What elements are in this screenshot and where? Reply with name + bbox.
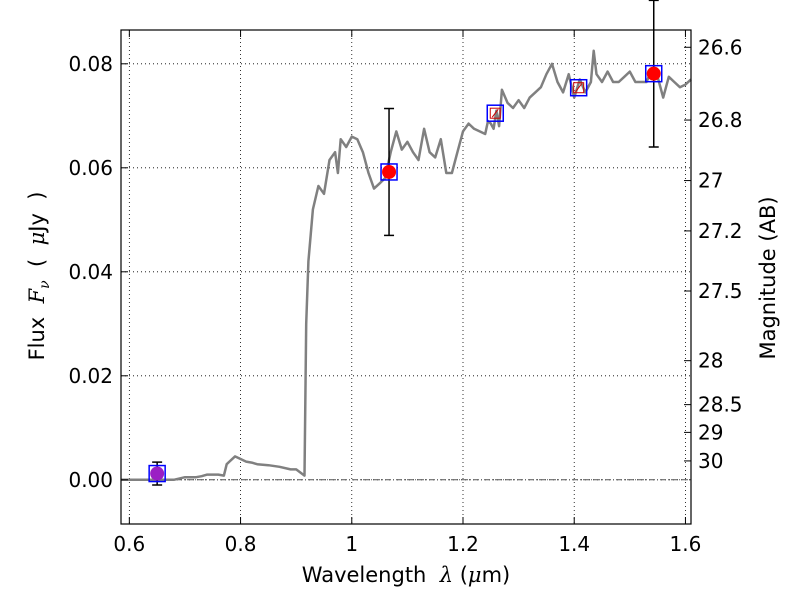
model-band-box: [380, 163, 398, 181]
grid-lines: [121, 30, 691, 524]
inner-marker-slash: [491, 108, 499, 118]
data-point: [569, 78, 588, 97]
observed-flux-marker: [646, 66, 661, 81]
data-point: [380, 107, 398, 237]
x-tick-label: 0.6: [113, 532, 145, 556]
model-band-box: [569, 78, 588, 97]
y2-axis-label: Magnitude (AB): [756, 196, 780, 359]
plot-frame: [120, 29, 692, 525]
x-tick-label: 1.2: [447, 532, 479, 556]
y2-tick-label: 26.8: [698, 108, 743, 132]
inner-marker: [489, 107, 501, 119]
x-axis-label: Wavelength λ (μm): [302, 563, 510, 587]
y-tick-label: 0.08: [68, 52, 113, 76]
x-tick-label: 0.8: [225, 532, 257, 556]
y2-tick-label: 27.5: [698, 279, 743, 303]
axis-ticks: 0.6 0.8 1 1.2 1.4 1.6 0.00 0.02 0.04 0.06 0.08 26.6…: [68, 30, 743, 556]
y2-tick-label: 26.6: [698, 35, 743, 59]
inner-marker-slash: [575, 83, 583, 93]
y2-tick-label: 28: [698, 349, 723, 373]
y2-tick-label: 30: [698, 449, 723, 473]
y2-tick-label: 27: [698, 169, 723, 193]
model-spectrum: [121, 49, 692, 482]
y-tick-label: 0.06: [68, 156, 113, 180]
y-axis-label: Flux Fν ( μJy ): [25, 192, 53, 361]
y2-tick-label: 29: [698, 420, 723, 444]
x-tick-label: 1.4: [558, 532, 590, 556]
observed-flux-marker: [382, 164, 397, 179]
y2-tick-label: 27.2: [698, 219, 743, 243]
y2-tick-label: 28.5: [698, 393, 743, 417]
x-tick-label: 1.6: [670, 532, 702, 556]
photometry-points: [148, 0, 663, 486]
data-point: [148, 461, 166, 486]
model-band-box: [148, 464, 166, 483]
y-tick-label: 0.04: [68, 260, 113, 284]
observed-flux-marker: [150, 466, 165, 481]
model-band-box: [486, 104, 505, 122]
data-point: [644, 0, 663, 148]
model-spectrum-line: [121, 49, 692, 482]
y-tick-label: 0.00: [68, 468, 113, 492]
data-point: [486, 104, 505, 122]
model-band-box: [644, 64, 663, 83]
inner-marker: [573, 82, 585, 94]
x-tick-label: 1: [345, 532, 358, 556]
y-tick-label: 0.02: [68, 364, 113, 388]
